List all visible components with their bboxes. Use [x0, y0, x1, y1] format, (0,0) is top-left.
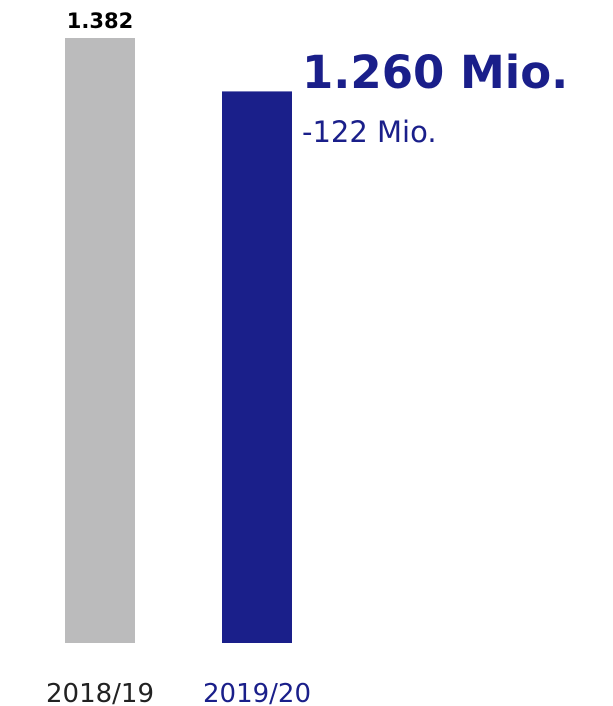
- highlight-change-label: -122 Mio.: [302, 115, 437, 149]
- bar-2018-19: [65, 38, 135, 643]
- highlight-value-label: 1.260 Mio.: [302, 46, 568, 99]
- value-label-2018-19: 1.382: [67, 9, 133, 33]
- bar-2019-20: [222, 91, 292, 644]
- category-label-2018-19: 2018/19: [46, 679, 154, 706]
- labels-group: 1.382 2018/19 2019/20 1.260 Mio. -122 Mio.: [46, 9, 568, 706]
- bars-group: [65, 38, 292, 644]
- category-label-2019-20: 2019/20: [203, 679, 311, 706]
